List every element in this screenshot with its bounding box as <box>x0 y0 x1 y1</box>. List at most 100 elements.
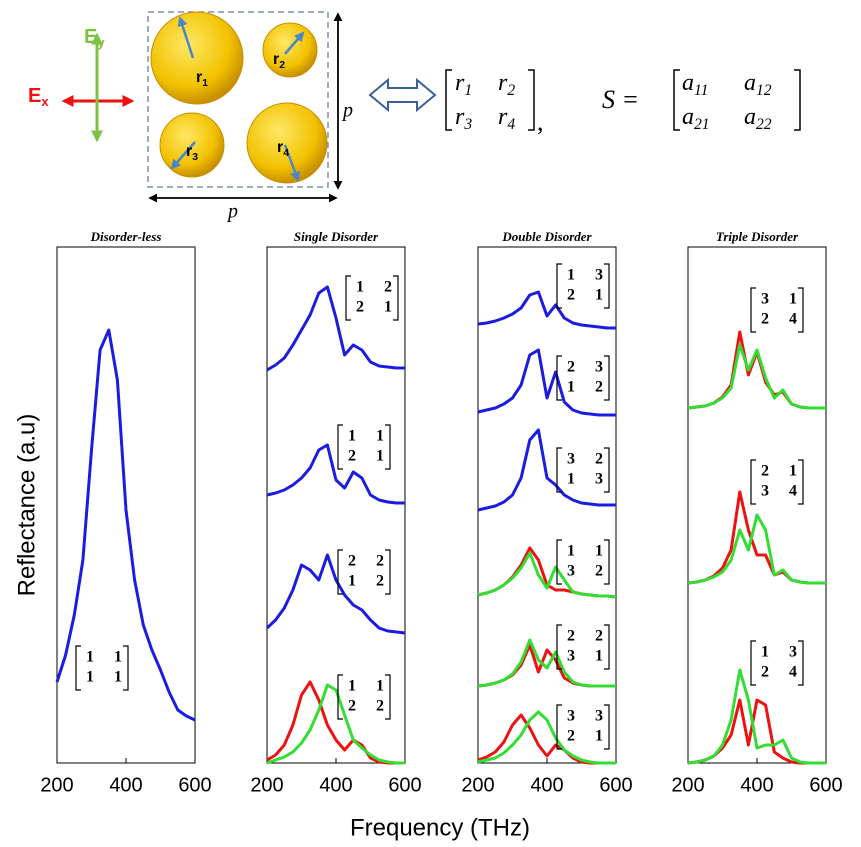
radius-arrow <box>177 16 195 59</box>
bracket <box>445 69 452 131</box>
x-tick-label: 600 <box>178 774 211 796</box>
matrix-entry: 3 <box>761 483 769 500</box>
field-y-label-base: E <box>84 26 97 48</box>
radius-label-sub: 2 <box>279 60 285 71</box>
bracket <box>385 674 391 720</box>
matrix-entry: 2 <box>761 311 769 328</box>
matrix-entry: 1 <box>356 279 364 296</box>
x-axis-label: Frequency (THz) <box>350 814 530 841</box>
spectrum-line <box>266 680 405 765</box>
spectrum-line <box>266 443 405 505</box>
period-label: p <box>341 100 353 122</box>
matrix-entry: 3 <box>595 359 603 376</box>
matrix-entry: 1 <box>789 291 797 308</box>
spectrum-line <box>266 683 405 765</box>
radius-label-sub: 3 <box>192 152 198 163</box>
matrix-entry-base: a <box>682 104 694 130</box>
field-y-label: Ey <box>84 26 105 50</box>
field-x-label: Ex <box>28 85 49 109</box>
bracket <box>385 424 391 470</box>
unit-cell <box>147 11 329 188</box>
matrix-entry-sub: 3 <box>463 116 472 133</box>
bracket <box>794 69 801 131</box>
matrix-entry: 3 <box>595 708 603 725</box>
matrix-entry: 2 <box>567 628 575 645</box>
matrix-entry: 2 <box>348 698 356 715</box>
spectrum-line <box>266 285 405 372</box>
matrix-entry: 1 <box>595 543 603 560</box>
panel-title: Single Disorder <box>294 229 379 244</box>
matrix-entry-sub: 2 <box>507 82 515 99</box>
bracket <box>750 640 756 686</box>
bracket <box>750 287 756 333</box>
matrix-entry: 1 <box>376 448 384 465</box>
x-tick-label: 600 <box>809 774 842 796</box>
matrix-entry: 3 <box>595 267 603 284</box>
disk <box>150 11 244 105</box>
period-label: p <box>226 201 238 223</box>
matrix-entry-base: r <box>498 104 508 130</box>
field-y-label-sub: y <box>97 35 105 50</box>
matrix-entry: 3 <box>595 471 603 488</box>
x-tick-label: 400 <box>319 774 352 796</box>
spectrum-line <box>477 638 616 688</box>
plot-frame <box>687 246 827 764</box>
matrix-entry: r4 <box>498 104 515 133</box>
bracket <box>798 459 804 505</box>
matrix-entry: 2 <box>595 628 603 645</box>
matrix-entry: 1 <box>86 649 94 666</box>
x-tick-label: 200 <box>250 774 283 796</box>
matrix-entry: 3 <box>567 708 575 725</box>
matrix-entry: r1 <box>455 70 472 99</box>
matrix-entry: 1 <box>595 287 603 304</box>
matrix-entry: 1 <box>348 573 356 590</box>
panel-title: Disorder-less <box>90 229 162 244</box>
matrix-entry: 2 <box>595 563 603 580</box>
matrix-entry: 1 <box>761 644 769 661</box>
bracket <box>75 645 81 691</box>
x-tick-label: 600 <box>388 774 421 796</box>
matrix-entry: 1 <box>348 678 356 695</box>
matrix-entry-base: r <box>455 70 465 96</box>
bracket <box>556 539 562 585</box>
matrix-entry: 1 <box>595 648 603 665</box>
matrix-entry: 1 <box>567 543 575 560</box>
disk <box>246 102 328 184</box>
matrix-entry: 3 <box>567 648 575 665</box>
matrix-entry: 1 <box>384 299 392 316</box>
spectrum-line <box>477 551 617 599</box>
bracket <box>798 640 804 686</box>
spectrum-line <box>477 348 616 417</box>
matrix-entry: a11 <box>682 70 708 99</box>
x-tick-label: 200 <box>461 774 494 796</box>
radius-label-base: r <box>186 143 192 160</box>
matrix-entry-base: a <box>744 104 756 130</box>
spectrum-line <box>55 328 196 722</box>
bracket <box>556 355 562 401</box>
panel-title: Triple Disorder <box>716 229 799 244</box>
bracket <box>604 539 610 585</box>
matrix-entry-base: r <box>455 104 465 130</box>
matrix-entry: 1 <box>348 428 356 445</box>
matrix-entry: r2 <box>498 70 515 99</box>
matrix-entry-base: r <box>498 70 508 96</box>
x-tick-label: 400 <box>109 774 142 796</box>
spectrum-line <box>687 513 826 585</box>
matrix-entry: r3 <box>455 104 472 133</box>
matrix-entry: a21 <box>682 104 710 133</box>
bracket <box>393 275 399 321</box>
x-tick-label: 200 <box>671 774 704 796</box>
bracket <box>604 263 610 309</box>
matrix-entry-sub: 4 <box>507 116 515 133</box>
bracket <box>556 624 562 670</box>
panel-title: Double Disorder <box>501 229 592 244</box>
y-axis-label: Reflectance (a.u) <box>13 414 40 597</box>
matrix-entry: 2 <box>376 573 384 590</box>
matrix-entry: 2 <box>567 728 575 745</box>
matrix-entry: 2 <box>348 553 356 570</box>
radius-label-sub: 4 <box>283 148 289 159</box>
matrix-entry: a22 <box>744 104 772 133</box>
radius-label-base: r <box>277 139 283 156</box>
bracket <box>604 624 610 670</box>
matrix-entry: 2 <box>376 553 384 570</box>
